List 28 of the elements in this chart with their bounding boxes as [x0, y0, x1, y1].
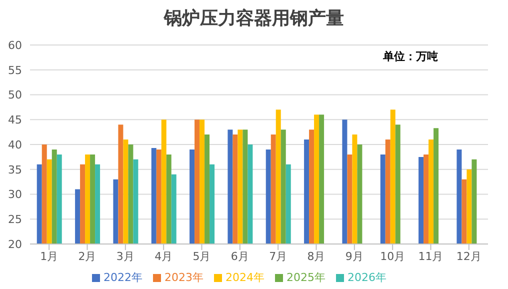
x-tick-label: 4月 [154, 250, 173, 263]
legend-label: 2022年 [104, 271, 142, 284]
y-tick-label: 25 [8, 213, 22, 226]
y-tick-label: 30 [8, 188, 22, 202]
legend-label: 2026年 [348, 271, 386, 284]
x-tick-label: 10月 [380, 250, 406, 263]
x-tick-label: 3月 [116, 250, 134, 263]
x-tick-label: 8月 [307, 250, 326, 263]
y-tick-label: 45 [8, 114, 22, 127]
y-tick-label: 20 [8, 238, 22, 251]
x-tick-label: 6月 [230, 250, 249, 263]
y-tick-label: 40 [8, 138, 22, 152]
legend-label: 2023年 [164, 271, 204, 284]
y-tick-label: 50 [8, 88, 22, 102]
y-tick-label: 55 [8, 64, 22, 77]
x-tick-label: 5月 [192, 250, 211, 263]
x-tick-label: 1月 [40, 250, 58, 263]
y-tick-label: 35 [8, 163, 22, 176]
y-tick-label: 60 [8, 38, 22, 52]
x-tick-label: 7月 [269, 250, 288, 263]
legend-label: 2024年 [226, 271, 264, 284]
legend-label: 2025年 [286, 271, 326, 284]
x-tick-label: 9月 [345, 250, 364, 263]
annotation: 单位：万吨 [383, 49, 438, 64]
x-tick-label: 12月 [456, 250, 482, 263]
chart-title: 锅炉压力容器用钢产量 [162, 7, 345, 30]
x-tick-label: 11月 [418, 250, 444, 263]
x-tick-label: 2月 [78, 250, 96, 263]
